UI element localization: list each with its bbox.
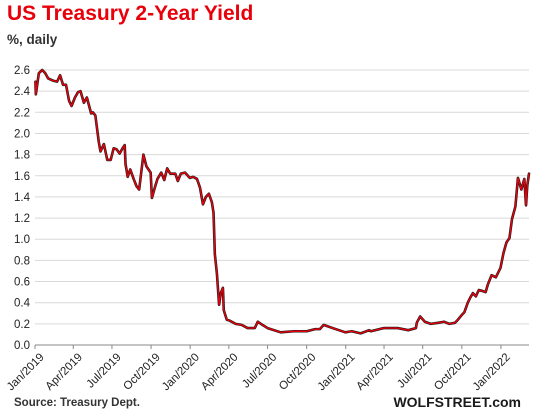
x-tick-label: Oct/2019: [121, 351, 162, 392]
x-tick-label: Jan/2022: [471, 351, 513, 393]
series-line: [34, 69, 530, 335]
y-tick-label: 2.2: [14, 107, 30, 119]
grid-lines: [35, 69, 529, 346]
y-tick-label: 2.4: [14, 86, 31, 98]
y-tick-label: 0.8: [14, 255, 30, 267]
y-tick-label: 2.6: [14, 65, 30, 77]
y-tick-label: 1.4: [14, 192, 31, 204]
x-tick-label: Apr/2019: [44, 351, 85, 392]
y-tick-label: 1.8: [14, 150, 30, 162]
series-line-outline: [34, 68, 531, 335]
y-tick-label: 2.0: [14, 128, 30, 140]
x-tick-label: Jan/2021: [316, 351, 358, 393]
x-tick-label: Jan/2020: [160, 351, 202, 393]
x-tick-label: Apr/2021: [354, 351, 395, 392]
x-tick-label: Jul/2019: [85, 351, 124, 390]
y-axis-ticks: 0.0 0.2 0.4 0.6 0.8 1.0 1.2 1.4 1.6 1.8 2.0 2.2 2.4 2…: [14, 65, 31, 352]
x-tick-label: Oct/2021: [432, 351, 473, 392]
x-tick-label: Jan/2019: [5, 351, 47, 393]
y-tick-label: 1.0: [14, 234, 30, 246]
source-note: Source: Treasury Dept.: [14, 397, 140, 409]
y-tick-label: 1.2: [14, 213, 30, 225]
y-tick-label: 1.6: [14, 171, 30, 183]
chart-title: US Treasury 2-Year Yield: [7, 2, 254, 25]
series-lines: [34, 68, 531, 335]
brand-logo-text: WOLFSTREET.com: [393, 394, 521, 410]
x-tick-label: Jul/2021: [395, 351, 434, 390]
x-tick-label: Jul/2020: [240, 351, 279, 390]
y-tick-label: 0.4: [14, 298, 31, 310]
x-tick-label: Apr/2020: [199, 351, 240, 392]
y-tick-label: 0.2: [14, 319, 30, 331]
y-tick-label: 0.0: [14, 340, 30, 352]
y-tick-label: 0.6: [14, 277, 30, 289]
x-tick-label: Oct/2020: [277, 351, 318, 392]
y-axis-unit-label: %, daily: [7, 32, 58, 47]
